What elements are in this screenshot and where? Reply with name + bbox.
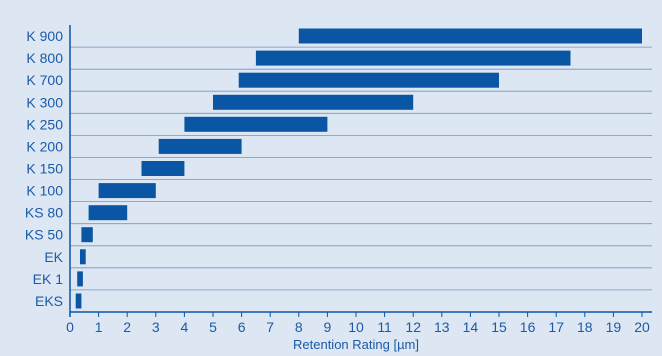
category-label: K 200 (26, 138, 63, 154)
x-tick-label: 4 (181, 319, 189, 335)
category-label: KS 50 (25, 227, 63, 243)
category-label: EK (44, 249, 63, 265)
category-label: K 700 (26, 72, 63, 88)
x-tick-label: 12 (405, 319, 421, 335)
category-label: K 900 (26, 28, 63, 44)
x-tick-label: 11 (377, 319, 392, 335)
bar-k-900 (298, 28, 642, 44)
x-tick-label: 18 (577, 319, 593, 335)
grid-lines (70, 46, 652, 313)
bar-ek-1 (77, 271, 83, 287)
bar-ks-80 (88, 205, 128, 221)
x-tick-label: 10 (348, 319, 364, 335)
category-label: K 300 (26, 94, 63, 110)
bar-k-100 (98, 183, 156, 199)
x-tick-label: 9 (324, 319, 332, 335)
category-label: EKS (35, 293, 63, 309)
x-tick-labels: 0 1 2 3 4 5 6 7 8 9 10 11 12 13 14 15 16 17 18 19 20 (66, 319, 650, 335)
x-axis-label: Retention Rating [µm] (293, 337, 419, 352)
category-label: K 150 (26, 161, 63, 177)
x-tick-label: 19 (606, 319, 622, 335)
bar-k-800 (255, 50, 571, 66)
x-tick-label: 15 (491, 319, 507, 335)
range-bars (75, 28, 642, 309)
x-tick-label: 3 (152, 319, 160, 335)
category-label: EK 1 (33, 271, 64, 287)
axes (69, 25, 652, 317)
bar-ks-50 (81, 227, 93, 243)
x-tick-label: 6 (238, 319, 246, 335)
category-label: K 250 (26, 116, 63, 132)
x-tick-label: 13 (434, 319, 450, 335)
bar-k-250 (184, 116, 328, 132)
x-tick-label: 14 (463, 319, 479, 335)
bar-eks (75, 293, 82, 309)
category-label: K 800 (26, 50, 63, 66)
x-tick-label: 0 (66, 319, 74, 335)
x-tick-label: 5 (209, 319, 217, 335)
bar-ek (80, 249, 86, 265)
x-tick-label: 8 (295, 319, 303, 335)
category-label: K 100 (26, 183, 63, 199)
x-tick-label: 16 (520, 319, 536, 335)
bar-k-200 (158, 138, 242, 154)
bar-k-300 (213, 94, 414, 110)
category-labels: K 900 K 800 K 700 K 300 K 250 K 200 K 150 K 100… (25, 28, 64, 309)
bar-k-150 (141, 161, 185, 176)
x-tick-label: 2 (123, 319, 131, 335)
bar-k-700 (238, 72, 499, 88)
x-tick-label: 7 (266, 319, 274, 335)
x-tick-label: 1 (95, 319, 103, 335)
category-label: KS 80 (25, 205, 63, 221)
x-tick-label: 17 (548, 319, 564, 335)
x-tick-label: 20 (634, 319, 650, 335)
